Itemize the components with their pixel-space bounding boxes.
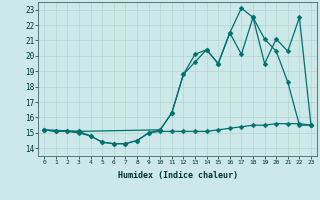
X-axis label: Humidex (Indice chaleur): Humidex (Indice chaleur) bbox=[118, 171, 238, 180]
